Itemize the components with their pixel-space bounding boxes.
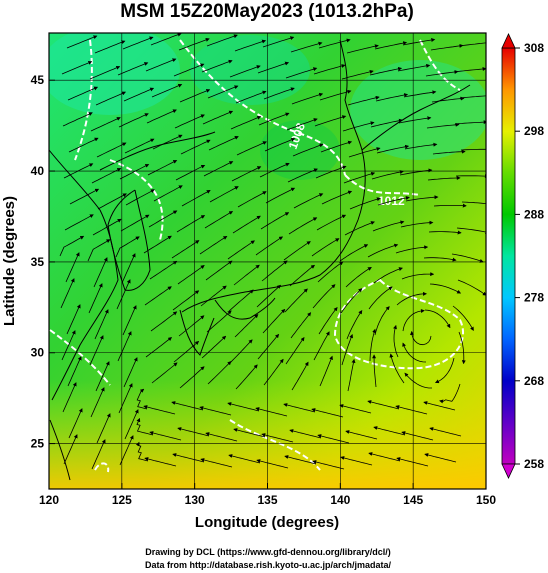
longitude-tick-label: 125 bbox=[112, 493, 132, 507]
colorbar-tick-label: 268 bbox=[524, 374, 544, 388]
map-title: MSM 15Z20May2023 (1013.2hPa) bbox=[120, 1, 414, 22]
temperature-field: 1008 1012 bbox=[49, 33, 486, 489]
colorbar: 258 268 278 288 298 308 bbox=[501, 33, 544, 479]
colorbar-tick-label: 278 bbox=[524, 291, 544, 305]
longitude-tick-label: 135 bbox=[257, 493, 277, 507]
latitude-tick-label: 40 bbox=[31, 164, 45, 178]
longitude-tick-label: 145 bbox=[403, 493, 423, 507]
wind-streamlines bbox=[59, 33, 486, 470]
colorbar-tick-label: 308 bbox=[524, 41, 544, 55]
longitude-tick-label: 150 bbox=[476, 493, 496, 507]
latitude-ticks: 25 30 35 40 45 bbox=[31, 73, 55, 451]
longitude-tick-label: 140 bbox=[330, 493, 350, 507]
latitude-tick-label: 35 bbox=[31, 255, 45, 269]
colorbar-tick-label: 288 bbox=[524, 207, 544, 221]
longitude-ticks: 120 125 130 135 140 145 150 bbox=[39, 483, 496, 507]
colorbar-tick-label: 258 bbox=[524, 457, 544, 471]
credit-drawing: Drawing by DCL (https://www.gfd-dennou.o… bbox=[145, 547, 391, 557]
latitude-tick-label: 30 bbox=[31, 346, 45, 360]
colorbar-tick-label: 298 bbox=[524, 124, 544, 138]
longitude-tick-label: 130 bbox=[185, 493, 205, 507]
longitude-tick-label: 120 bbox=[39, 493, 59, 507]
latitude-tick-label: 25 bbox=[31, 437, 45, 451]
colorbar-min-arrow bbox=[501, 463, 516, 479]
colorbar-max-arrow bbox=[501, 33, 516, 49]
latitude-tick-label: 45 bbox=[31, 73, 45, 87]
y-axis-label: Latitude (degrees) bbox=[1, 196, 18, 326]
lat-lon-grid bbox=[49, 33, 486, 489]
x-axis-label: Longitude (degrees) bbox=[195, 514, 339, 531]
coastline bbox=[49, 39, 471, 481]
credit-data: Data from http://database.rish.kyoto-u.a… bbox=[145, 560, 392, 570]
